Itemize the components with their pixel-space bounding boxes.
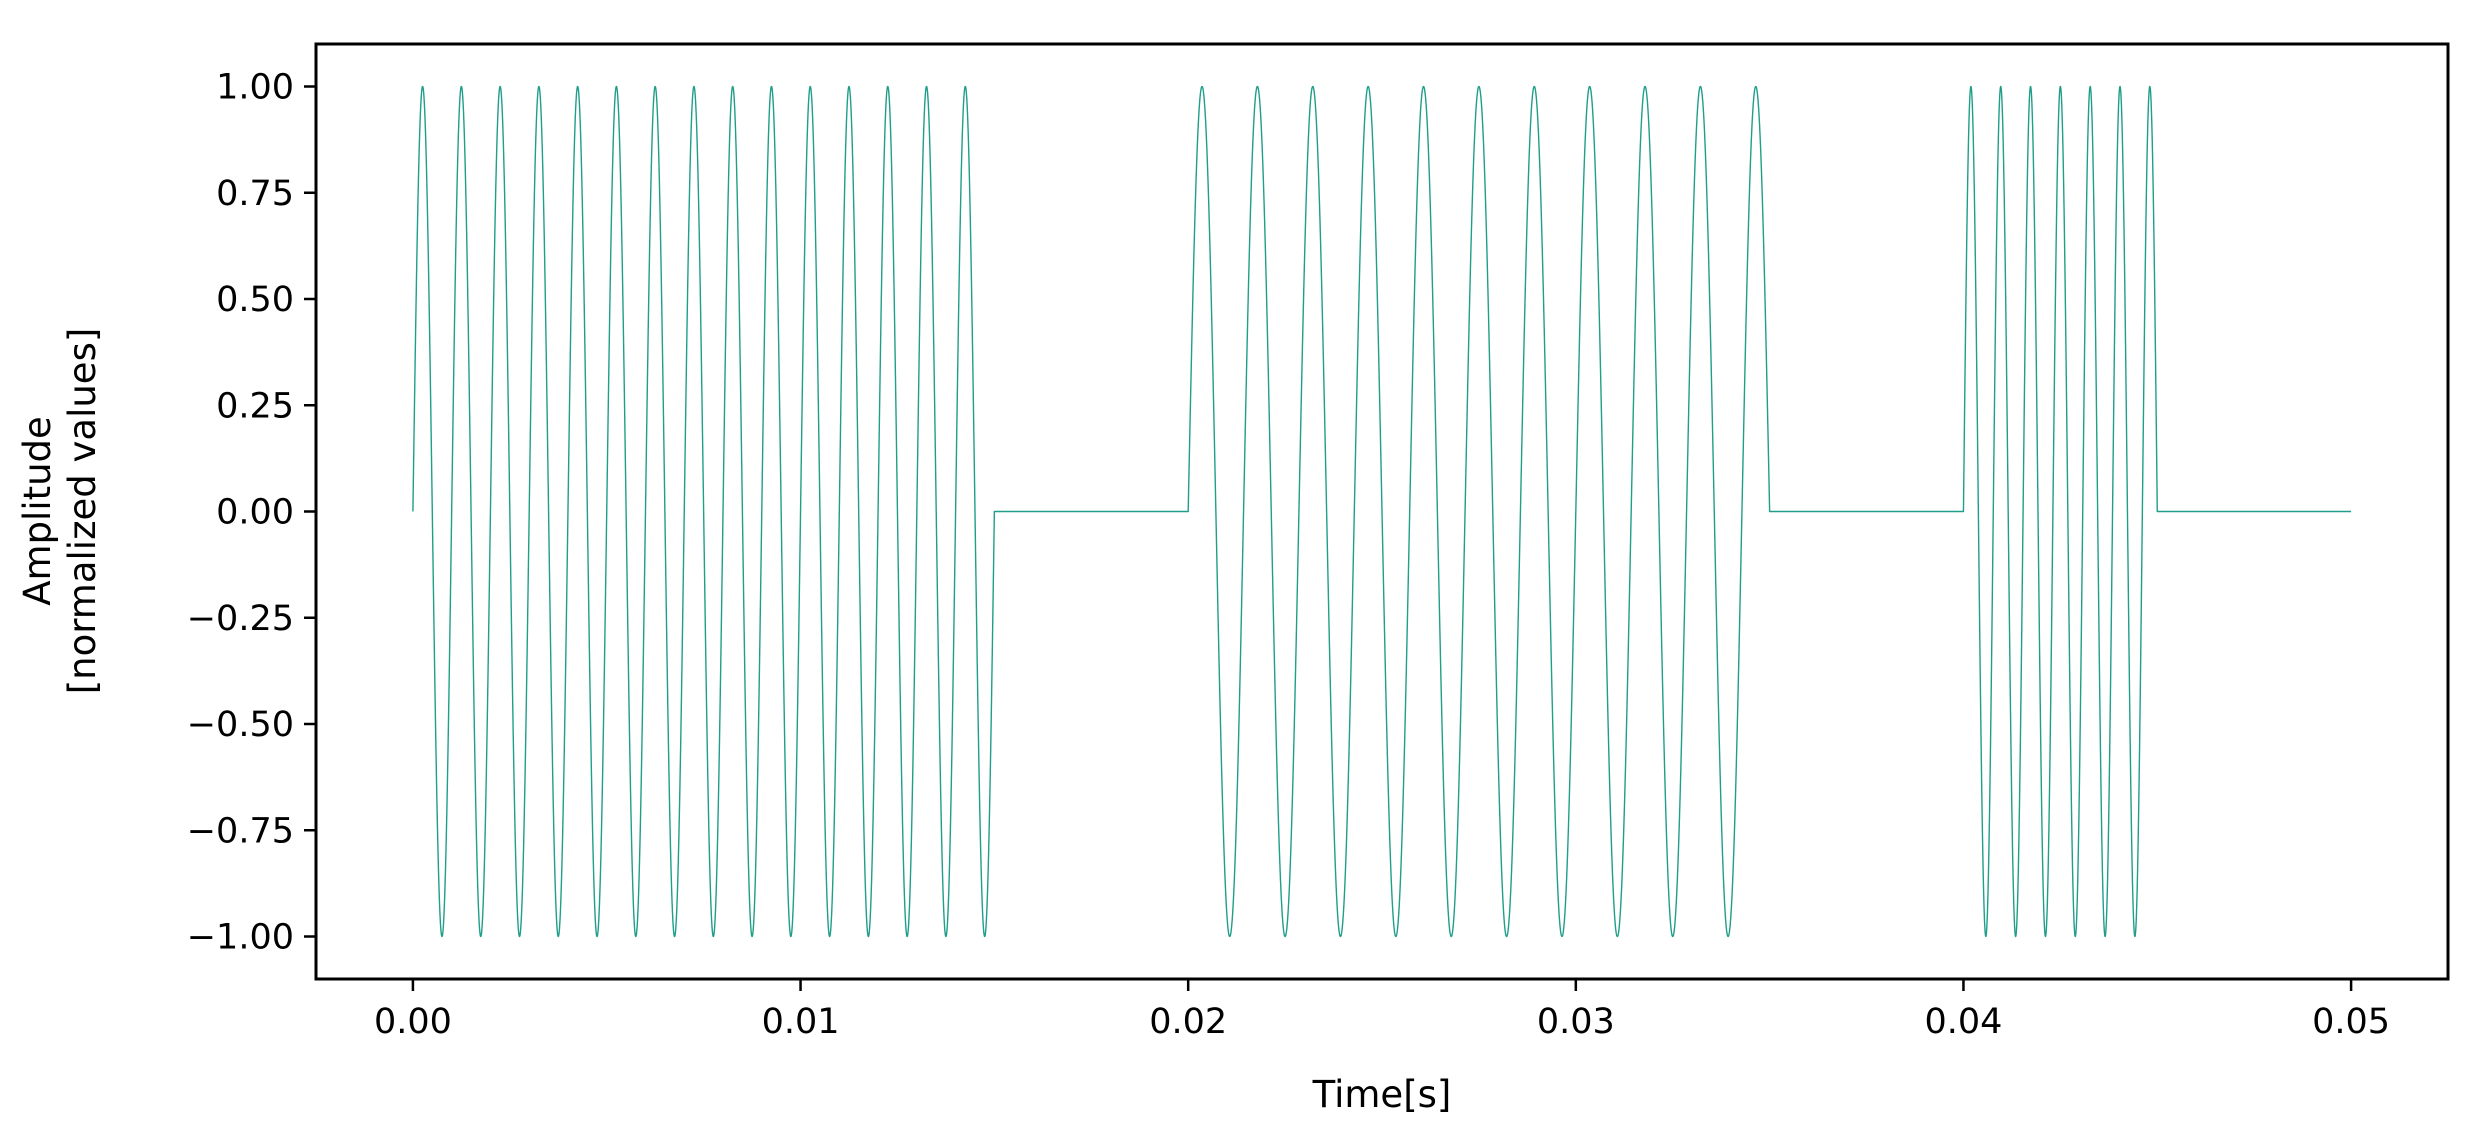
x-tick-label: 0.00: [374, 1002, 452, 1042]
y-tick-label: −1.00: [187, 918, 294, 958]
y-tick-label: −0.75: [187, 811, 294, 851]
y-tick-label: −0.25: [187, 599, 294, 639]
y-axis-label: Amplitude [normalized values]: [16, 328, 104, 695]
y-tick-label: 1.00: [216, 68, 294, 108]
y-axis-label-line-1: Amplitude: [16, 416, 59, 606]
plot-area: [412, 85, 2352, 938]
x-tick-label: 0.04: [1924, 1002, 2002, 1042]
x-tick-label: 0.05: [2312, 1002, 2390, 1042]
y-tick-label: 0.00: [216, 493, 294, 533]
x-axis: 0.00 0.01 0.02 0.03 0.04 0.05: [374, 979, 2390, 1042]
y-axis-label-line-2: [normalized values]: [61, 328, 104, 695]
x-tick-label: 0.01: [762, 1002, 840, 1042]
y-tick-label: −0.50: [187, 705, 294, 745]
y-tick-label: 0.75: [216, 174, 294, 214]
x-axis-label: Time[s]: [1312, 1073, 1452, 1116]
y-tick-label: 0.25: [216, 386, 294, 426]
x-tick-label: 0.02: [1149, 1002, 1227, 1042]
series-line-0: [412, 85, 2352, 938]
y-tick-label: 0.50: [216, 280, 294, 320]
x-tick-label: 0.03: [1537, 1002, 1615, 1042]
y-axis: 1.00 0.75 0.50 0.25 0.00 −0.25 −0.50 −0.75 −1.00: [187, 68, 316, 958]
